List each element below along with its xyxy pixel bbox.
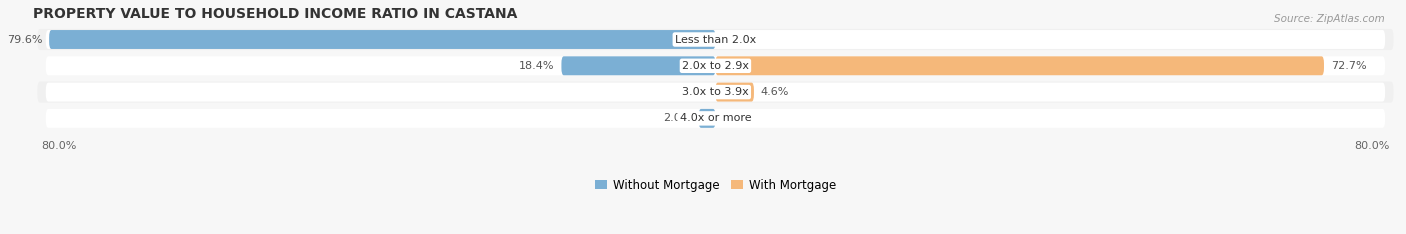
Text: 80.0%: 80.0% [1354, 141, 1389, 151]
FancyBboxPatch shape [46, 56, 1385, 75]
Legend: Without Mortgage, With Mortgage: Without Mortgage, With Mortgage [591, 174, 841, 196]
FancyBboxPatch shape [38, 55, 1393, 76]
Text: 0.0%: 0.0% [681, 87, 709, 97]
Text: 80.0%: 80.0% [42, 141, 77, 151]
Text: 4.6%: 4.6% [761, 87, 789, 97]
FancyBboxPatch shape [46, 109, 1385, 128]
Text: 2.0%: 2.0% [664, 113, 692, 123]
FancyBboxPatch shape [49, 30, 716, 49]
Text: Source: ZipAtlas.com: Source: ZipAtlas.com [1274, 14, 1385, 24]
Text: 79.6%: 79.6% [7, 34, 42, 44]
Text: 4.0x or more: 4.0x or more [679, 113, 751, 123]
FancyBboxPatch shape [46, 83, 1385, 102]
FancyBboxPatch shape [46, 30, 1385, 49]
FancyBboxPatch shape [716, 56, 1324, 75]
FancyBboxPatch shape [38, 29, 1393, 50]
Text: PROPERTY VALUE TO HOUSEHOLD INCOME RATIO IN CASTANA: PROPERTY VALUE TO HOUSEHOLD INCOME RATIO… [34, 7, 517, 21]
FancyBboxPatch shape [38, 82, 1393, 102]
FancyBboxPatch shape [561, 56, 716, 75]
Text: 2.0x to 2.9x: 2.0x to 2.9x [682, 61, 749, 71]
Text: 3.0x to 3.9x: 3.0x to 3.9x [682, 87, 749, 97]
Text: 72.7%: 72.7% [1330, 61, 1367, 71]
Text: 0.0%: 0.0% [723, 34, 751, 44]
Text: Less than 2.0x: Less than 2.0x [675, 34, 756, 44]
Text: 18.4%: 18.4% [519, 61, 555, 71]
FancyBboxPatch shape [699, 109, 716, 128]
FancyBboxPatch shape [716, 83, 754, 102]
Text: 0.0%: 0.0% [723, 113, 751, 123]
FancyBboxPatch shape [38, 108, 1393, 129]
